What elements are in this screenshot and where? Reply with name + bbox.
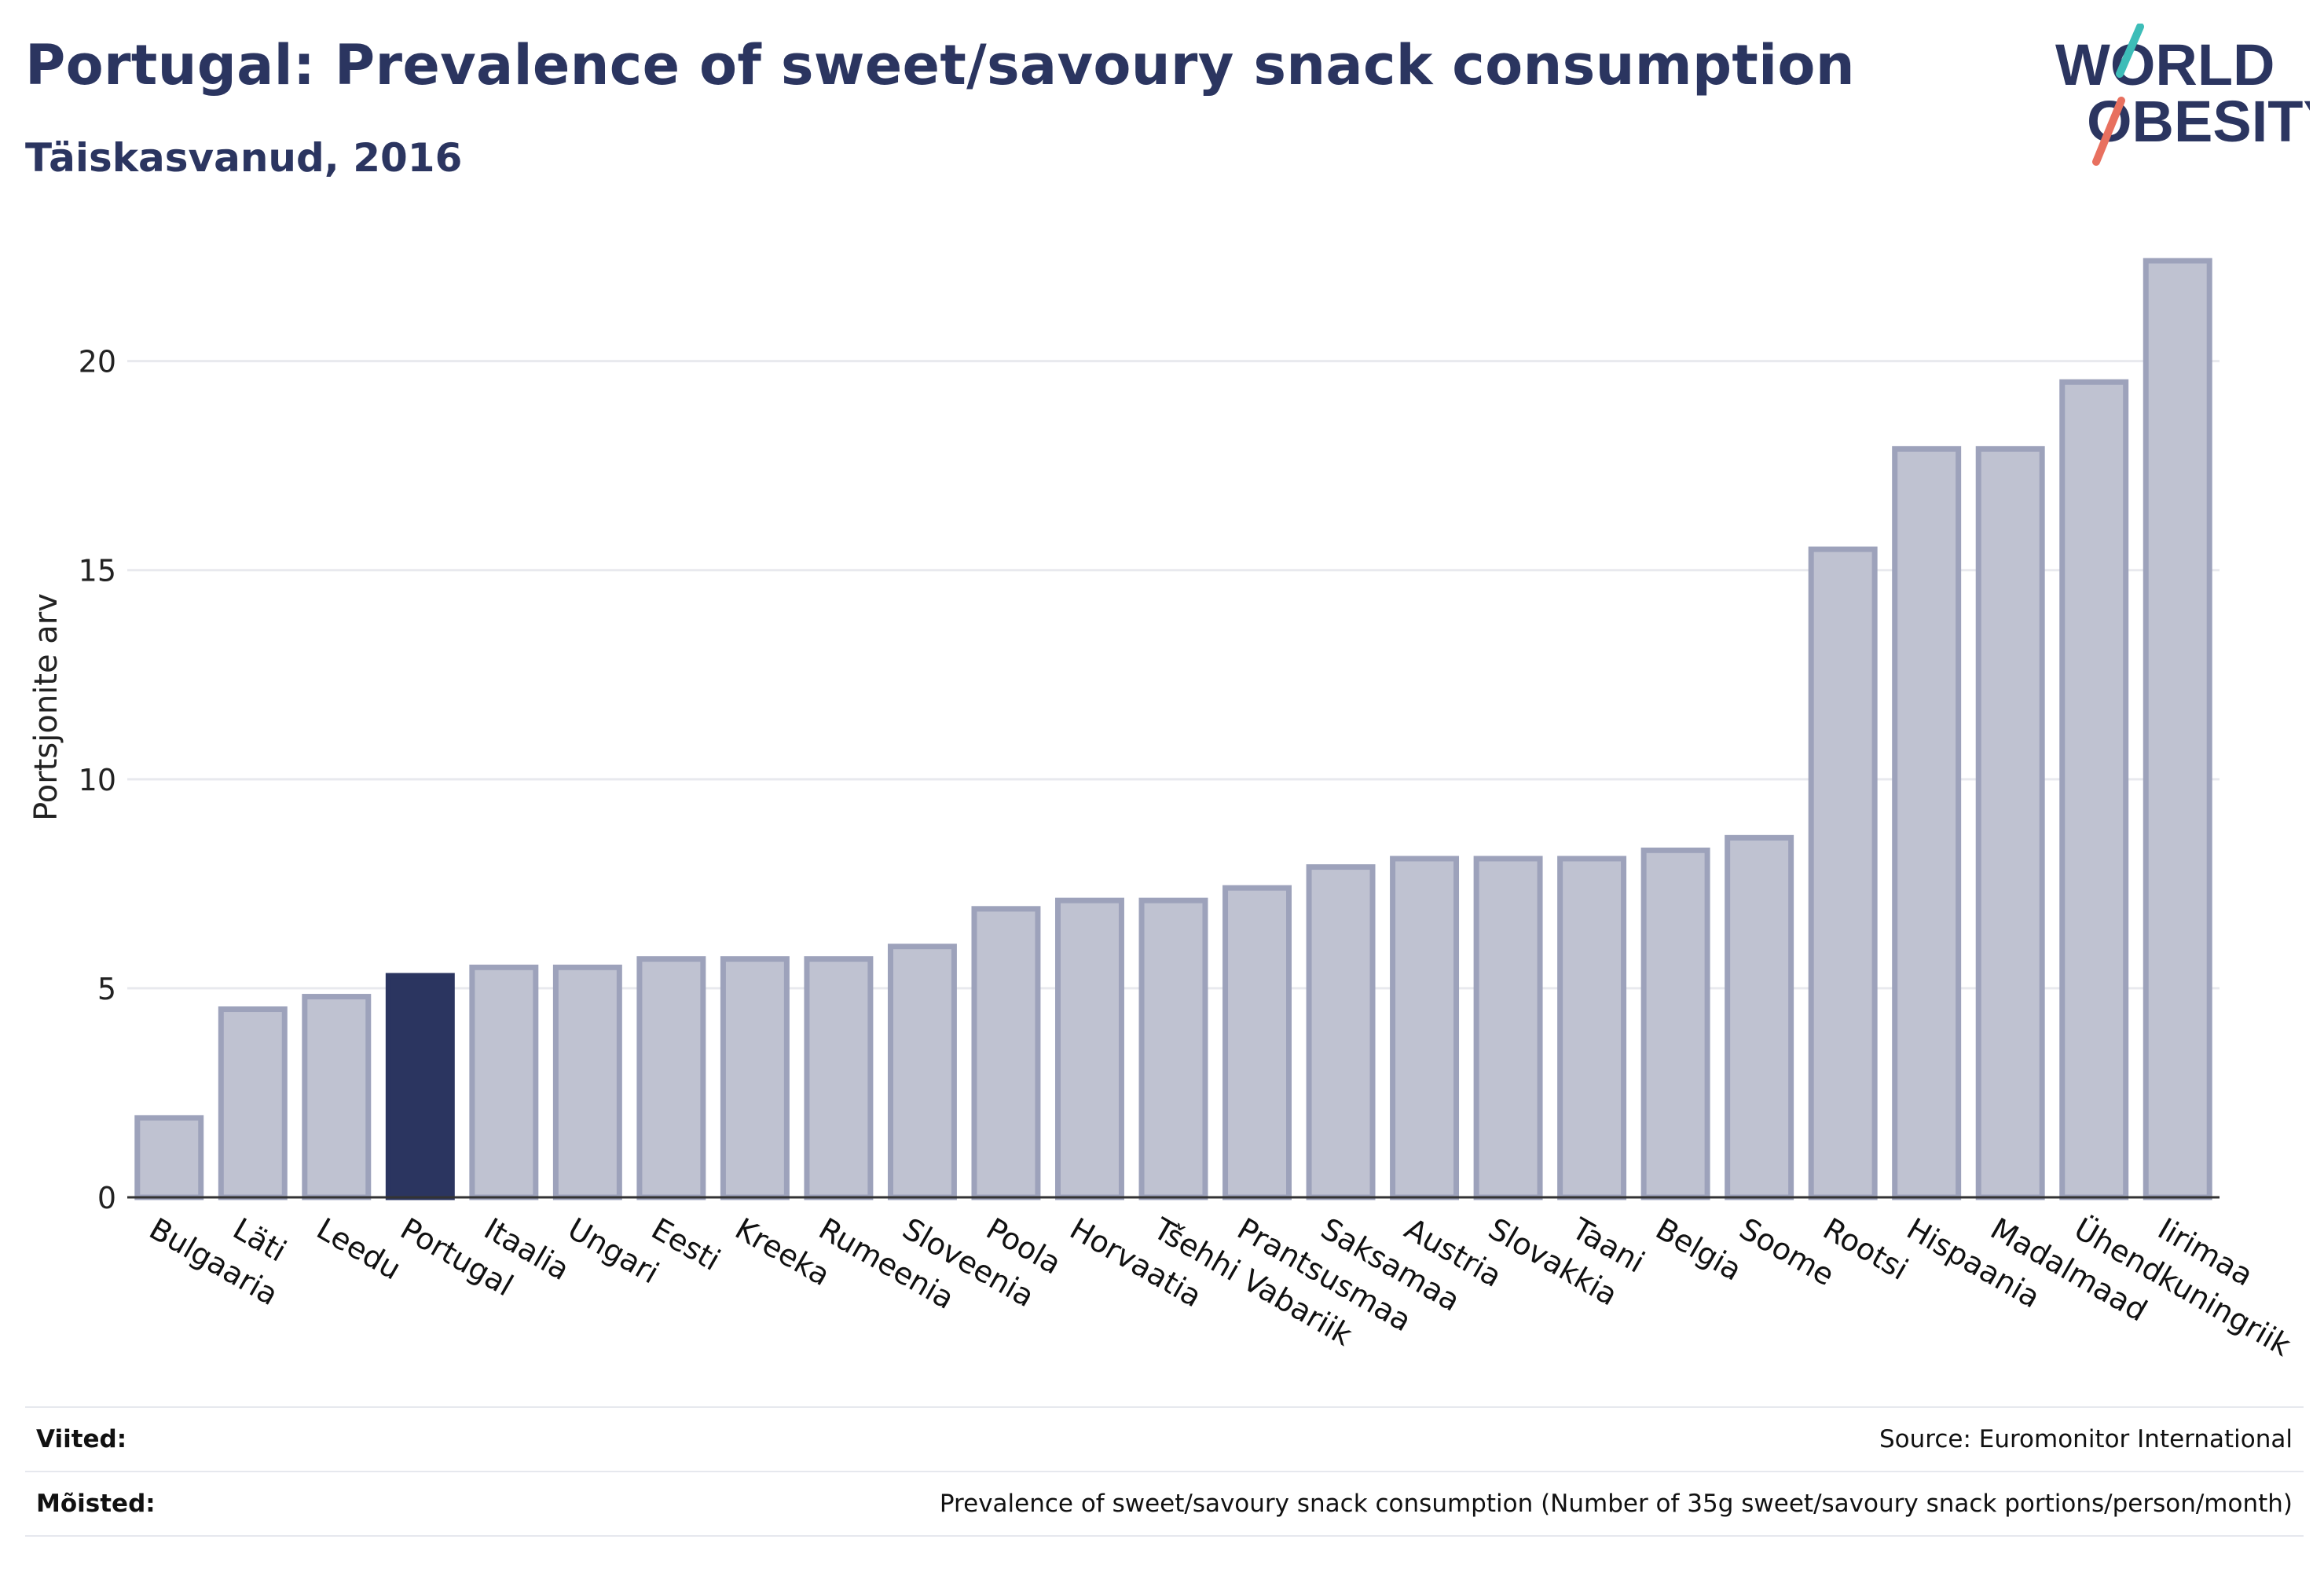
- bar: [134, 1115, 204, 1200]
- bar: [1390, 856, 1460, 1200]
- bar: [1640, 847, 1710, 1200]
- bar-highlighted: [385, 973, 455, 1200]
- y-tick-label: 20: [79, 345, 116, 379]
- bar: [2143, 258, 2212, 1200]
- y-axis-label: Portsjonite arv: [28, 593, 64, 821]
- x-tick-label: Soome: [1734, 1211, 1840, 1293]
- definitions-value: Prevalence of sweet/savoury snack consum…: [939, 1490, 2293, 1518]
- chart-subtitle: Täiskasvanud, 2016: [25, 135, 463, 181]
- references-value: Source: Euromonitor International: [1879, 1425, 2293, 1453]
- y-tick-labels: 0 5 10 15 20: [79, 345, 116, 1215]
- bar: [552, 964, 622, 1200]
- x-tick-label: Kreeka: [729, 1211, 836, 1293]
- bar: [1557, 856, 1627, 1200]
- footer-divider-top: [25, 1406, 2304, 1408]
- x-tick-label: Leedu: [311, 1211, 407, 1287]
- footer-divider-middle: [25, 1471, 2304, 1472]
- x-tick-label: Belgia: [1650, 1211, 1747, 1288]
- bar: [1055, 897, 1124, 1200]
- bar: [887, 944, 957, 1200]
- bar: [1975, 445, 2045, 1200]
- logo-slash-bottom: [2092, 97, 2125, 166]
- bar: [636, 956, 706, 1200]
- bar: [1138, 897, 1208, 1200]
- logo-slash-top: [2116, 24, 2144, 78]
- bar: [1892, 445, 1962, 1200]
- logo-line1: WORLD: [2055, 32, 2275, 97]
- x-tick-label: Ungari: [562, 1211, 665, 1291]
- bar: [971, 906, 1041, 1200]
- chart-title: Portugal: Prevalence of sweet/savoury sn…: [25, 33, 1855, 97]
- y-tick-label: 0: [97, 1181, 116, 1215]
- bar: [469, 964, 539, 1200]
- definitions-label: Mõisted:: [36, 1490, 156, 1518]
- bar: [2059, 379, 2129, 1200]
- y-tick-label: 10: [79, 763, 116, 797]
- bar: [302, 994, 372, 1200]
- bar-layer: [134, 258, 2212, 1200]
- references-label: Viited:: [36, 1425, 127, 1453]
- bar: [1306, 864, 1376, 1200]
- bar: [804, 956, 874, 1200]
- bar: [1725, 834, 1794, 1200]
- bar: [1473, 856, 1543, 1200]
- bar: [1222, 885, 1292, 1200]
- world-obesity-logo: WORLD OBESITY: [2055, 24, 2310, 166]
- bar: [218, 1006, 288, 1200]
- bar: [1808, 546, 1878, 1200]
- footer-divider-bottom: [25, 1535, 2304, 1537]
- y-tick-label: 5: [97, 972, 116, 1006]
- y-tick-label: 15: [79, 554, 116, 588]
- bar: [720, 956, 790, 1200]
